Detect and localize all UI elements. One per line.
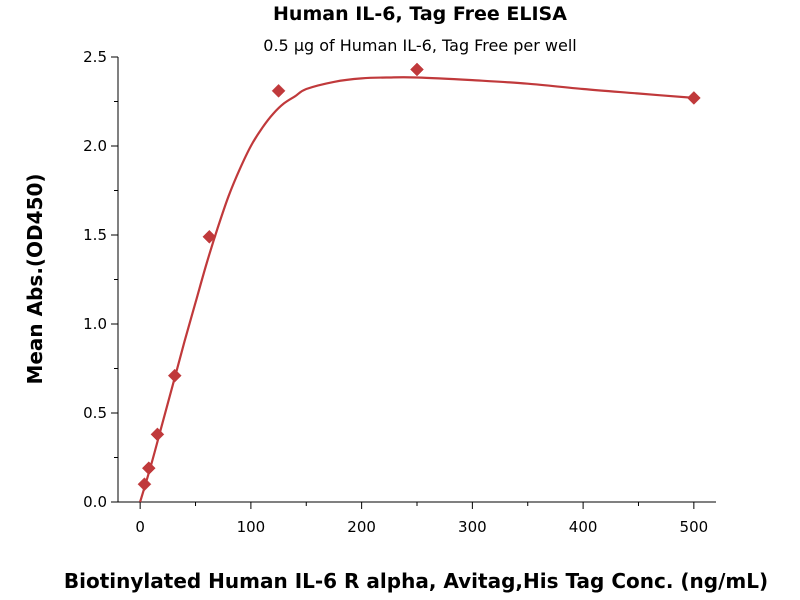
y-ticks: 0.0 0.5 1.0 1.5 2.0 2.5 [83, 48, 118, 511]
data-point-marker [410, 62, 424, 77]
data-points [137, 62, 701, 492]
data-point-marker [202, 229, 217, 244]
x-tick-label: 300 [458, 518, 487, 536]
data-point-marker [137, 477, 152, 492]
y-tick-label: 1.5 [83, 226, 107, 244]
x-axis-title: Biotinylated Human IL-6 R alpha, Avitag,… [64, 569, 768, 593]
chart-title: Human IL-6, Tag Free ELISA [273, 3, 567, 25]
x-tick-label: 500 [680, 518, 709, 536]
fit-curve [139, 76, 694, 503]
data-point-marker [271, 83, 286, 98]
y-tick-label: 2.5 [83, 48, 107, 66]
data-point-marker [150, 427, 165, 442]
data-point-marker [686, 91, 701, 105]
y-tick-label: 2.0 [83, 137, 107, 155]
x-tick-label: 400 [569, 518, 598, 536]
x-ticks: 0 100 200 300 400 500 [135, 502, 708, 536]
x-tick-label: 100 [237, 518, 266, 536]
y-tick-label: 0.5 [83, 404, 107, 422]
data-point-marker [141, 461, 156, 476]
x-tick-label: 200 [347, 518, 376, 536]
chart-subtitle: 0.5 µg of Human IL-6, Tag Free per well [263, 36, 576, 55]
x-tick-label: 0 [135, 518, 145, 536]
y-tick-label: 1.0 [83, 315, 107, 333]
y-axis-title: Mean Abs.(OD450) [23, 173, 47, 384]
data-point-marker [167, 368, 182, 383]
y-tick-label: 0.0 [83, 493, 107, 511]
